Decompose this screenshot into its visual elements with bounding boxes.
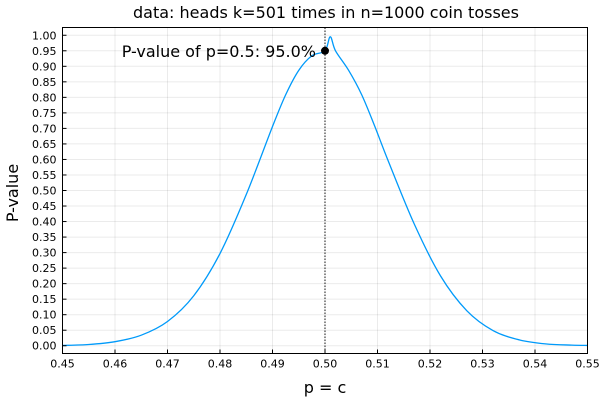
tick-layer: 0.45 0.46 0.47 0.48 0.49 0.50 0.51 0.52 0.53 0.54…	[32, 29, 600, 370]
y-tick-label: 0.90	[32, 60, 57, 73]
x-tick-label: 0.47	[155, 358, 180, 371]
series-layer	[62, 36, 588, 347]
y-tick-label: 0.55	[32, 169, 57, 182]
p-value-annotation: P-value of p=0.5: 95.0%	[122, 42, 316, 61]
y-tick-label: 0.30	[32, 247, 57, 260]
x-tick-label: 0.53	[470, 358, 495, 371]
x-tick-label: 0.52	[418, 358, 443, 371]
x-tick-label: 0.54	[523, 358, 548, 371]
y-tick-label: 0.60	[32, 153, 57, 166]
x-tick-label: 0.50	[313, 358, 338, 371]
chart-title: data: heads k=501 times in n=1000 coin t…	[133, 3, 519, 22]
p-value-marker	[321, 46, 329, 55]
y-tick-label: 0.75	[32, 107, 57, 120]
y-tick-label: 0.70	[32, 122, 57, 135]
x-tick-label: 0.45	[50, 358, 75, 371]
y-tick-label: 0.35	[32, 231, 57, 244]
y-tick-label: 0.95	[32, 45, 57, 58]
x-tick-label: 0.48	[208, 358, 233, 371]
y-tick-label: 0.85	[32, 76, 57, 89]
y-axis-label: P-value	[3, 164, 22, 222]
x-tick-label: 0.46	[103, 358, 128, 371]
y-tick-label: 0.00	[32, 340, 57, 353]
y-tick-label: 0.80	[32, 91, 57, 104]
y-tick-label: 0.15	[32, 293, 57, 306]
marker-layer	[321, 46, 329, 55]
y-tick-label: 0.45	[32, 200, 57, 213]
y-tick-label: 0.25	[32, 262, 57, 275]
p-value-curve	[62, 36, 588, 347]
y-tick-label: 0.10	[32, 309, 57, 322]
x-tick-label: 0.55	[575, 358, 600, 371]
y-tick-label: 0.65	[32, 138, 57, 151]
y-tick-label: 0.50	[32, 185, 57, 198]
y-tick-label: 0.40	[32, 216, 57, 229]
y-tick-label: 0.20	[32, 278, 57, 291]
x-axis-label: p = c	[304, 378, 347, 397]
x-tick-label: 0.51	[365, 358, 390, 371]
y-tick-label: 1.00	[32, 29, 57, 42]
x-tick-label: 0.49	[260, 358, 285, 371]
y-tick-label: 0.05	[32, 324, 57, 337]
